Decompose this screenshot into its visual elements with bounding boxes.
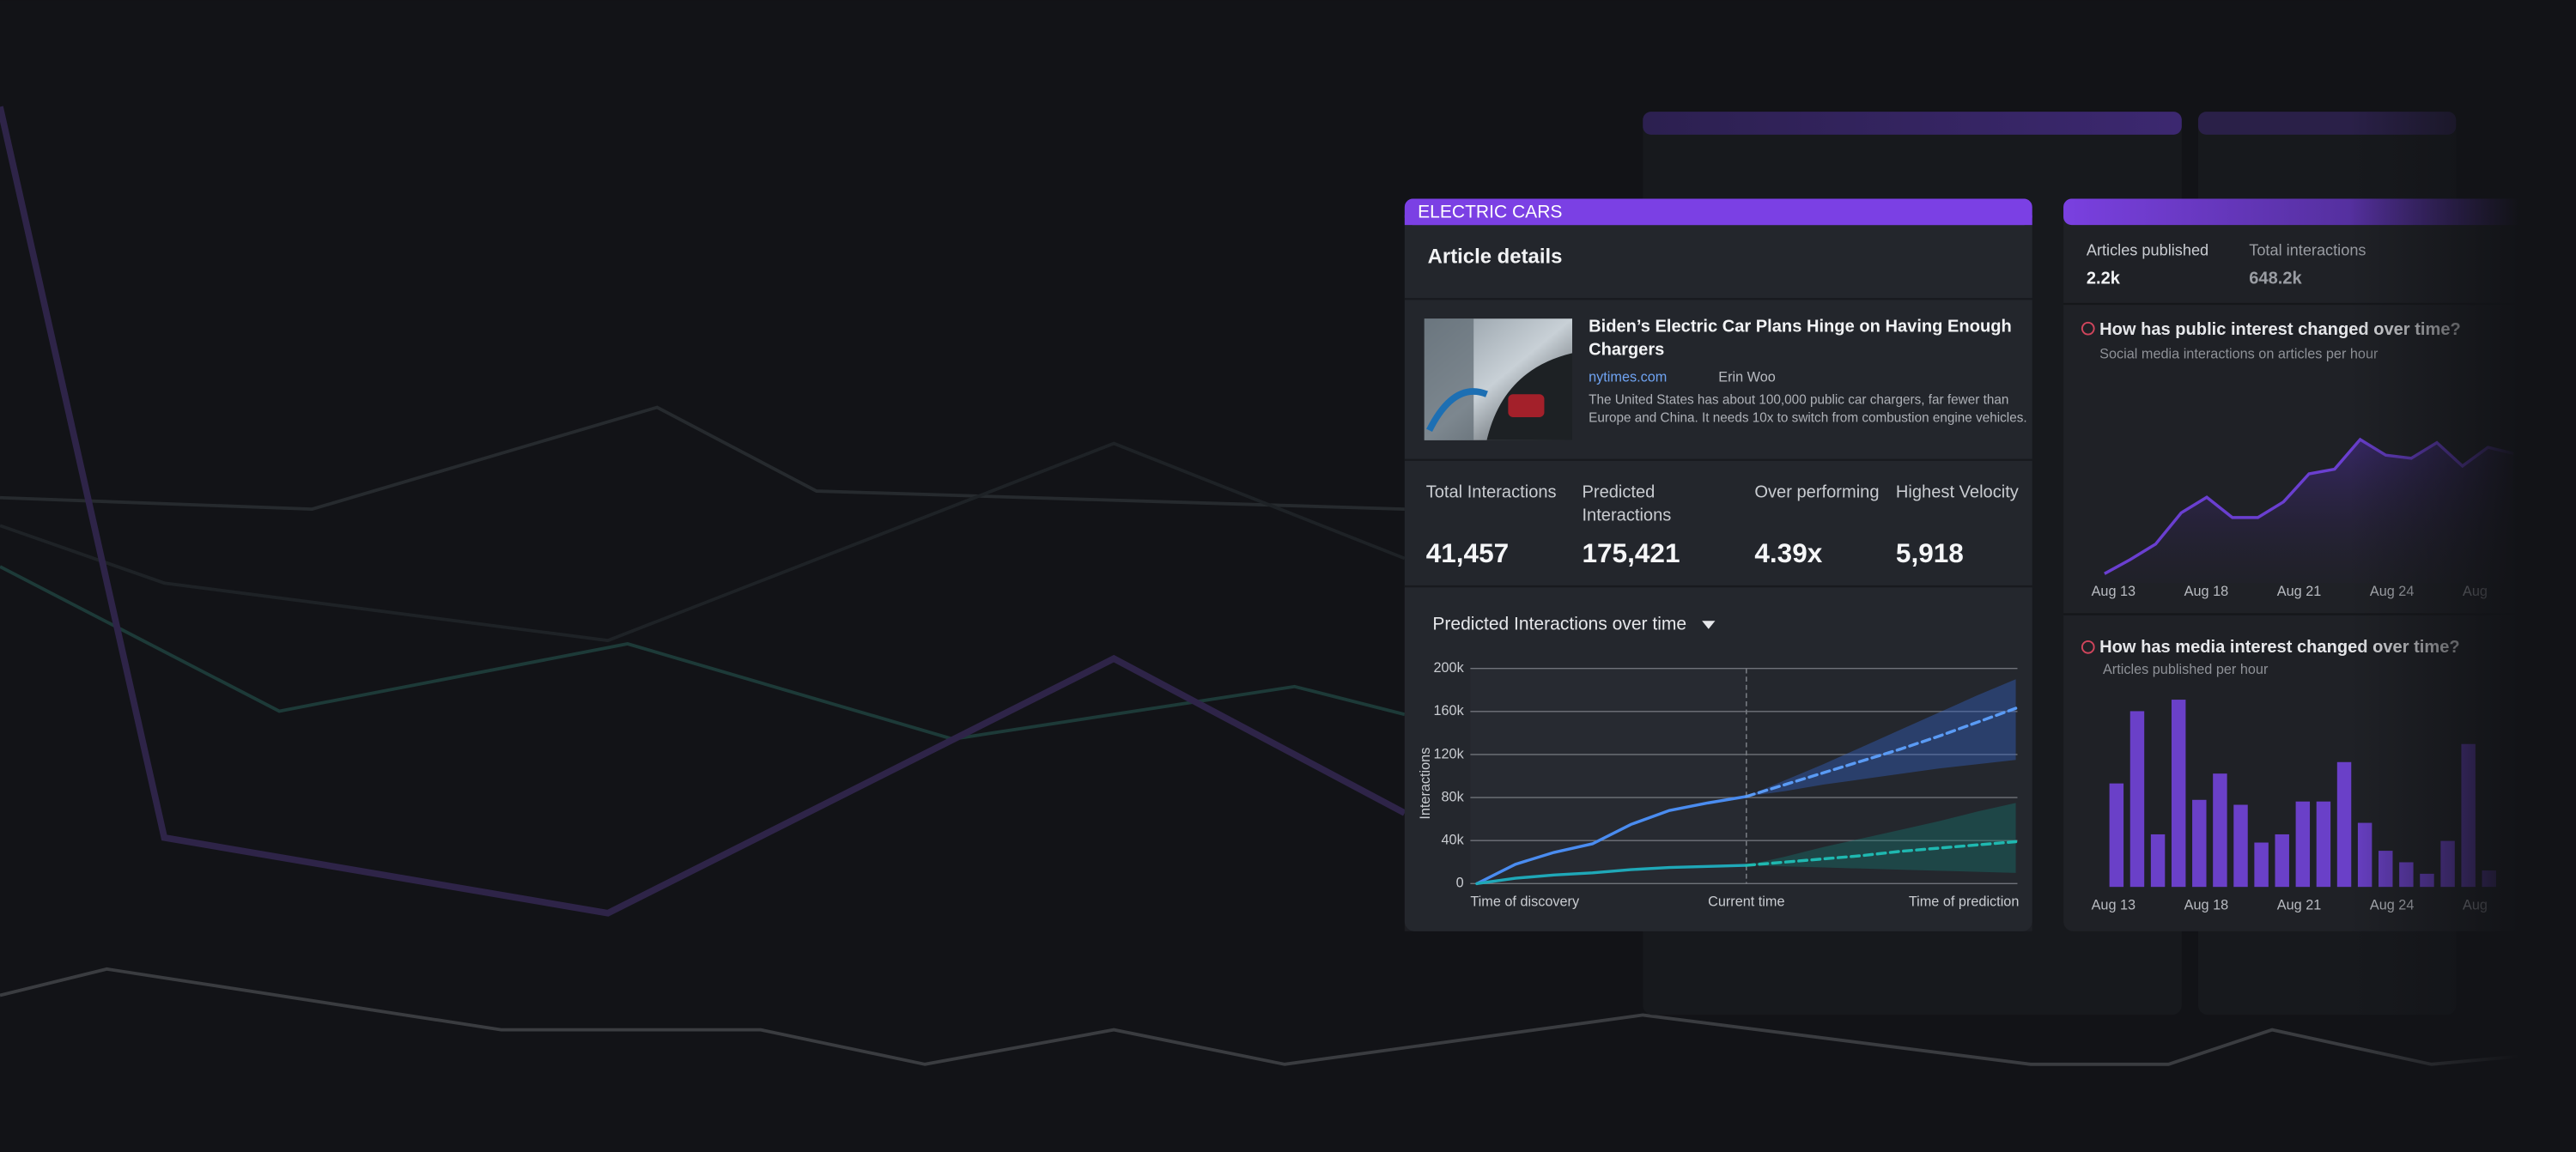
stat-label-box: Highest Velocity bbox=[1895, 482, 2019, 503]
x-tick-label: Aug 13 bbox=[2092, 584, 2136, 599]
y-axis-label: Interactions bbox=[1418, 748, 1433, 820]
x-tick-label: Aug 18 bbox=[2184, 897, 2229, 913]
x-tick-label: Current time bbox=[1708, 894, 1784, 910]
y-tick-label: 200k bbox=[1433, 660, 1464, 676]
bar bbox=[2254, 842, 2269, 888]
question-subtitle: Articles published per hour bbox=[2103, 662, 2269, 677]
bar bbox=[2129, 711, 2145, 888]
bar bbox=[2213, 773, 2227, 888]
series-line bbox=[1475, 864, 1748, 886]
panel-stat-label: Articles published bbox=[2087, 242, 2208, 259]
panel-stat-label: Total interactions bbox=[2249, 242, 2366, 259]
stat-value: 41,457 bbox=[1426, 537, 1510, 568]
bar bbox=[2192, 799, 2207, 888]
interactions-chart: 0 40k 80k 120k 160k 200k Time of discovery Curr… bbox=[1433, 660, 2019, 910]
chart-title[interactable]: Predicted Interactions over time bbox=[1432, 615, 1686, 634]
bar bbox=[2109, 783, 2124, 888]
stats: Total Interactions 41,457 Predicted Intera… bbox=[1425, 482, 2019, 569]
series-line bbox=[1475, 795, 1748, 886]
y-tick-label: 40k bbox=[1442, 833, 1465, 848]
x-tick-label: Aug 21 bbox=[2277, 897, 2322, 913]
panel-stat-value: 648.2k bbox=[2249, 270, 2302, 288]
bar bbox=[2316, 801, 2331, 888]
stat-value: 5,918 bbox=[1896, 537, 1964, 568]
y-tick-label: 0 bbox=[1456, 876, 1464, 891]
stat-label: Highest Velocity bbox=[1895, 482, 2019, 503]
past-region bbox=[1470, 668, 1747, 884]
confidence-band bbox=[1746, 679, 2016, 797]
stat-label: Total Interactions bbox=[1425, 482, 1557, 503]
dropdown-arrow[interactable] bbox=[1702, 621, 1716, 629]
x-tick-label: Aug 18 bbox=[2184, 584, 2229, 599]
bar bbox=[2171, 700, 2186, 888]
stat-label-box: Predicted Interactions bbox=[1582, 482, 1672, 525]
panel-stat-value: 2.2k bbox=[2087, 270, 2121, 288]
decor-lines bbox=[0, 106, 2576, 1066]
y-tick-label: 160k bbox=[1433, 703, 1464, 718]
y-tick-label: 80k bbox=[1442, 789, 1465, 804]
globe-icon bbox=[2081, 321, 2095, 336]
article-image bbox=[1424, 318, 1572, 440]
bar bbox=[2150, 834, 2166, 888]
stat-value: 4.39x bbox=[1754, 537, 1822, 568]
x-tick-label: Aug 13 bbox=[2092, 897, 2136, 913]
article-description: The United States has about 100,000 publ… bbox=[1589, 392, 2027, 425]
series-line bbox=[1745, 706, 2018, 798]
bar bbox=[2295, 801, 2311, 888]
article-title: Biden’s Electric Car Plans Hinge on Havi… bbox=[1589, 317, 2012, 360]
bar bbox=[2275, 834, 2289, 888]
confidence-band bbox=[1746, 803, 2016, 873]
article-source[interactable]: nytimes.com bbox=[1589, 369, 1667, 385]
series-line bbox=[1745, 840, 2018, 867]
question-subtitle: Social media interactions on articles pe… bbox=[2099, 347, 2379, 362]
stat-label: Over performing bbox=[1754, 482, 1880, 503]
article-author: Erin Woo bbox=[1718, 369, 1776, 385]
bar bbox=[2336, 761, 2352, 888]
topic-tag: ELECTRIC CARS bbox=[1418, 202, 1562, 221]
x-tick-label: Aug 21 bbox=[2277, 584, 2322, 599]
x-tick-label: Time of discovery bbox=[1470, 894, 1580, 910]
x-tick-label: Time of prediction bbox=[1909, 894, 2020, 910]
stat-label: Predicted Interactions bbox=[1582, 482, 1672, 525]
y-tick-label: 120k bbox=[1433, 746, 1464, 761]
card-header: Article details bbox=[1428, 246, 1563, 269]
globe-icon bbox=[2081, 640, 2095, 654]
fade-overlay bbox=[2348, 0, 2576, 1152]
stat-label-box: Total Interactions bbox=[1425, 482, 1557, 503]
stat-value: 175,421 bbox=[1582, 537, 1680, 568]
bar bbox=[2233, 804, 2248, 888]
stat-label-box: Over performing bbox=[1754, 482, 1880, 503]
